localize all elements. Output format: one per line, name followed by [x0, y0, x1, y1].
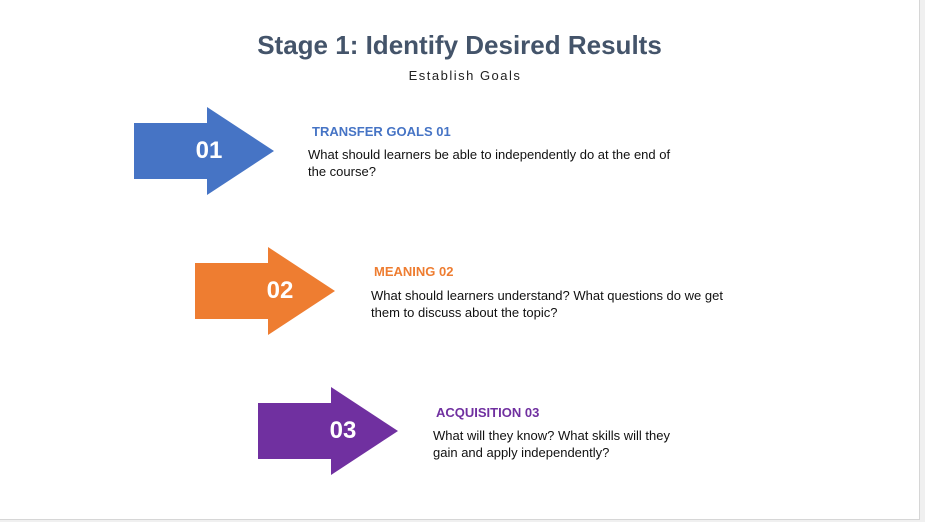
right-arrow-icon [258, 387, 398, 475]
stage-2-arrow-shape [195, 247, 335, 335]
stage-1-number: 01 [195, 137, 223, 164]
stage-2-heading: MEANING 02 [374, 264, 454, 279]
stage-1-arrow-shape [134, 107, 274, 195]
stage-1-heading: TRANSFER GOALS 01 [312, 124, 451, 139]
right-arrow-icon [195, 247, 335, 335]
stage-1-description: What should learners be able to independ… [308, 147, 671, 179]
stage-3-description: What will they know? What skills will th… [433, 428, 670, 460]
stage-2-arrow: 02 [195, 247, 335, 335]
stage-2-number: 02 [266, 277, 294, 304]
stage-3-arrow-shape [258, 387, 398, 475]
stage-3-number: 03 [329, 417, 357, 444]
stage-3-arrow: 03 [258, 387, 398, 475]
stage-3-heading: ACQUISITION 03 [436, 405, 540, 420]
stage-2-description: What should learners understand? What qu… [371, 288, 723, 320]
slide-title: Stage 1: Identify Desired Results [257, 30, 662, 60]
stage-1-arrow: 01 [134, 107, 274, 195]
slide-subtitle: Establish Goals [408, 68, 522, 83]
right-arrow-icon [134, 107, 274, 195]
